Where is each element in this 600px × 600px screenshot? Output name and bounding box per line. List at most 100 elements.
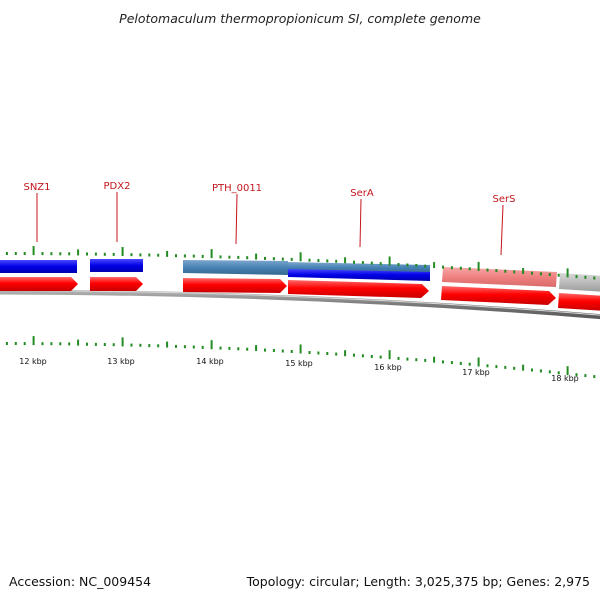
tick-minor [397, 263, 400, 266]
scale-label-15kbp: 15 kbp [285, 359, 313, 368]
tick-minor [130, 343, 133, 347]
tick-minor [370, 355, 373, 358]
map-title: Pelotomaculum thermopropionicum SI, comp… [119, 11, 481, 26]
tick-minor [23, 342, 26, 346]
tick-minor [513, 270, 516, 274]
tick-minor [228, 346, 231, 350]
gene-label-sera[interactable]: SerA [350, 188, 374, 248]
genome-backbone [0, 289, 600, 320]
tick-minor [468, 362, 471, 366]
tick-minor [237, 347, 240, 351]
tick-minor [442, 265, 444, 269]
tick-minor [531, 368, 533, 372]
tick-minor [548, 273, 551, 276]
tick-minor [504, 269, 507, 273]
tick-minor [5, 342, 8, 345]
tick-minor [557, 371, 560, 375]
tick-minor [424, 358, 427, 362]
tick-minor [308, 351, 311, 354]
tick-minor [50, 342, 53, 346]
tick-minor [557, 273, 560, 277]
tick-minor [379, 355, 382, 359]
tick-minor [424, 264, 427, 268]
tick-minor [397, 356, 400, 360]
gene-label-text: SNZ1 [23, 182, 50, 193]
tick-minor [246, 347, 249, 351]
tick-minor [433, 356, 436, 363]
tick-minor [308, 258, 311, 262]
tick-minor [415, 264, 418, 267]
cds-pdx2-forward[interactable] [90, 277, 143, 291]
cds-snz1-reverse[interactable] [0, 260, 77, 273]
cds-next-forward[interactable] [558, 293, 600, 311]
tick-minor [344, 257, 347, 264]
tick-minor [112, 343, 115, 347]
tick-minor [219, 346, 222, 350]
gene-label-text: PTH_0011 [212, 183, 262, 194]
tick-minor [459, 266, 462, 270]
tick-minor [148, 344, 151, 348]
cds-pth0011-forward[interactable] [183, 278, 287, 293]
tick-minor [353, 260, 355, 264]
tick-minor [370, 261, 373, 265]
tick-major [477, 357, 480, 367]
tick-minor [103, 252, 106, 256]
tick-minor [59, 252, 62, 256]
gene-label-pth0011[interactable]: PTH_0011 [212, 183, 262, 245]
tick-minor [192, 345, 195, 349]
tick-minor [148, 253, 151, 257]
tick-minor [94, 342, 97, 346]
tick-minor [228, 255, 231, 259]
tick-minor [442, 360, 444, 364]
tick-minor [68, 252, 71, 256]
tick-minor [433, 262, 436, 269]
genome-backbone-highlight [0, 290, 600, 316]
tick-minor [281, 349, 284, 353]
tick-row-lower [5, 336, 596, 379]
tick-major [566, 366, 569, 376]
tick-minor [237, 255, 240, 259]
cds-pth0011-reverse[interactable] [183, 260, 288, 275]
callout-line [359, 198, 362, 248]
callout-line [500, 204, 504, 256]
cds-sera-reverse[interactable] [288, 269, 430, 281]
tick-major [121, 247, 124, 256]
tick-minor [450, 361, 453, 365]
callout-line [235, 193, 238, 245]
gene-label-pdx2[interactable]: PDX2 [104, 181, 131, 242]
scale-label-17kbp: 17 kbp [462, 368, 490, 377]
tick-minor [103, 343, 106, 346]
gene-label-text: PDX2 [104, 181, 131, 192]
cds-sers-reverse[interactable] [442, 267, 557, 287]
tick-minor [335, 259, 338, 263]
cds-sera-forward[interactable] [288, 280, 429, 298]
cds-next-reverse[interactable] [559, 273, 600, 292]
genome-summary-text: Topology: circular; Length: 3,025,375 bp… [246, 574, 590, 589]
tick-minor [201, 345, 204, 349]
tick-minor [593, 276, 596, 280]
cds-snz1-forward[interactable] [0, 277, 78, 291]
tick-minor [175, 254, 177, 258]
gene-label-sers[interactable]: SerS [493, 194, 516, 256]
tick-minor [272, 349, 275, 352]
tick-minor [406, 263, 409, 267]
tick-minor [459, 361, 462, 365]
gene-label-snz1[interactable]: SNZ1 [23, 182, 51, 242]
cds-sers-forward[interactable] [441, 286, 556, 305]
tick-major [299, 252, 302, 262]
tick-minor [112, 252, 115, 256]
tick-minor [539, 369, 542, 373]
tick-minor [86, 252, 88, 256]
tick-minor [290, 350, 293, 353]
tick-minor [335, 352, 338, 356]
tick-minor [406, 357, 409, 361]
tick-minor [255, 345, 258, 352]
tick-minor [513, 366, 516, 370]
tick-major [388, 350, 391, 360]
tick-minor [77, 339, 80, 346]
cds-pdx2-reverse[interactable] [90, 259, 143, 272]
tick-minor [326, 259, 329, 263]
tick-major [566, 268, 569, 278]
tick-major [388, 256, 391, 266]
